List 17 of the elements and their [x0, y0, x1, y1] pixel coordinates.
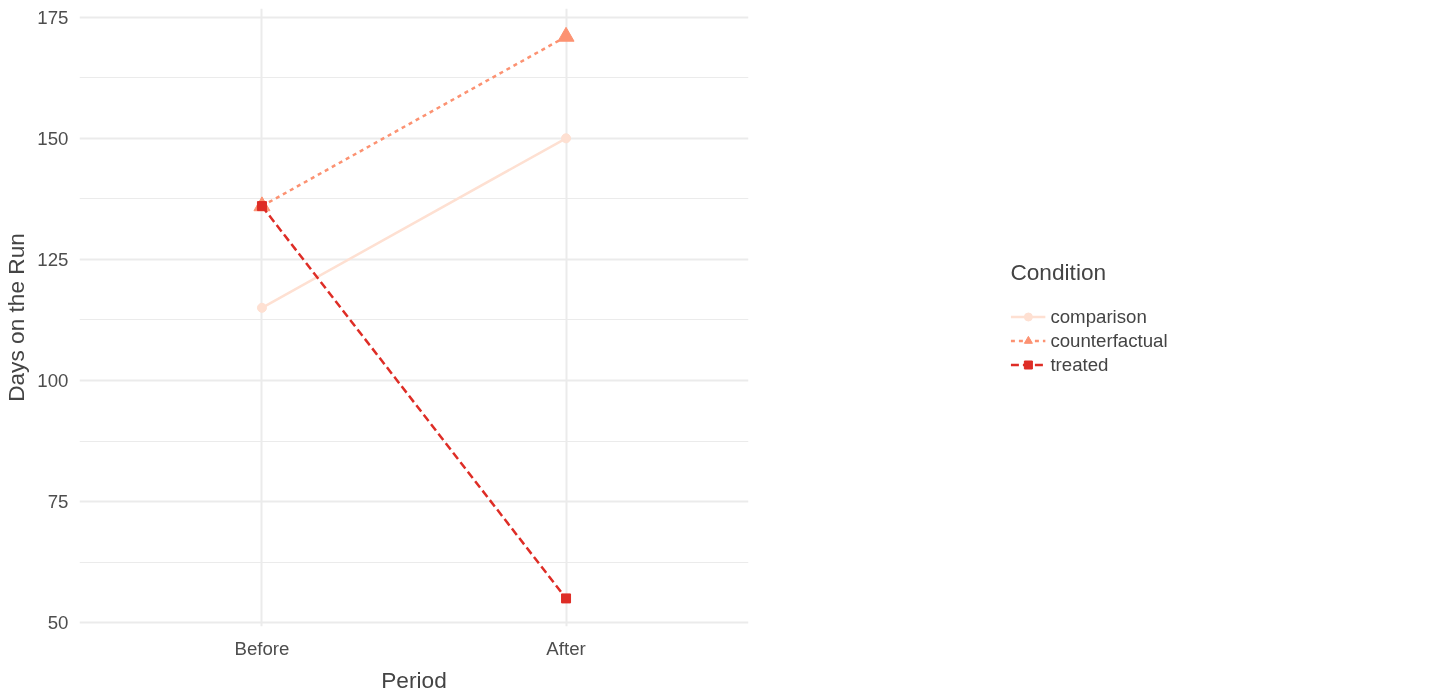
legend-label: counterfactual	[1050, 329, 1168, 352]
legend-title: Condition	[1010, 258, 1108, 286]
point	[561, 593, 572, 604]
y-tick-label: 50	[47, 612, 69, 634]
legend-label: comparison	[1050, 305, 1147, 328]
point	[256, 302, 267, 313]
point	[561, 133, 572, 144]
y-axis-title: Days on the Run	[3, 233, 30, 402]
y-tick-label: 150	[37, 127, 69, 149]
x-tick-label: Before	[234, 637, 290, 659]
legend-label: treated	[1050, 353, 1109, 376]
y-tick-label: 125	[37, 248, 69, 270]
y-tick-label: 175	[37, 6, 69, 28]
y-tick-label: 75	[47, 491, 69, 513]
x-axis-title: Period	[381, 666, 447, 693]
y-tick-label: 100	[37, 369, 69, 391]
x-tick-label: After	[546, 637, 586, 659]
